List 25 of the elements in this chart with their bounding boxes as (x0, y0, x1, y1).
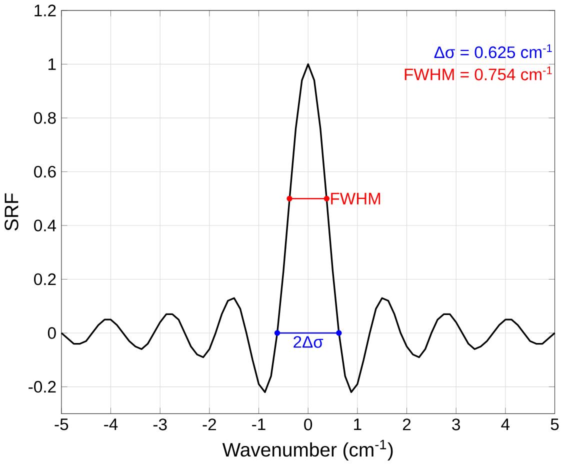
x-tick-label: 0 (304, 418, 312, 430)
series-label: 2Δσ (294, 336, 324, 348)
y-tick-label: 1 (48, 58, 56, 70)
x-tick-label: -2 (202, 418, 216, 430)
x-tick-label: 1 (354, 418, 362, 430)
y-tick-label: 0.8 (34, 112, 56, 124)
y-tick-label: 1.2 (34, 4, 56, 16)
y-tick-label: 0.2 (34, 273, 56, 286)
x-tick-label: -4 (104, 418, 118, 430)
series-label: FWHM (331, 192, 380, 204)
annotation: FWHM = 0.754 cm$^{-1}$ (404, 66, 552, 80)
x-tick-label: 4 (501, 418, 510, 430)
x-tick-label: 2 (402, 418, 411, 430)
y-axis-title: SRF (4, 193, 18, 231)
y-tick-label: 0 (48, 327, 56, 339)
x-tick-label: 5 (550, 418, 559, 430)
x-axis-title: Wavenumber (cm$^{-1}$) (222, 440, 393, 460)
x-tick-label: -3 (153, 418, 167, 430)
x-tick-label: -1 (252, 418, 266, 430)
annotation: Δσ = 0.625 cm$^{-1}$ (434, 44, 552, 58)
y-tick-label: 0.6 (34, 166, 56, 178)
x-tick-label: 3 (452, 418, 460, 430)
y-tick-label: 0.4 (34, 220, 56, 232)
y-tick-label: -0.2 (28, 380, 56, 393)
x-tick-label: -5 (54, 418, 68, 430)
